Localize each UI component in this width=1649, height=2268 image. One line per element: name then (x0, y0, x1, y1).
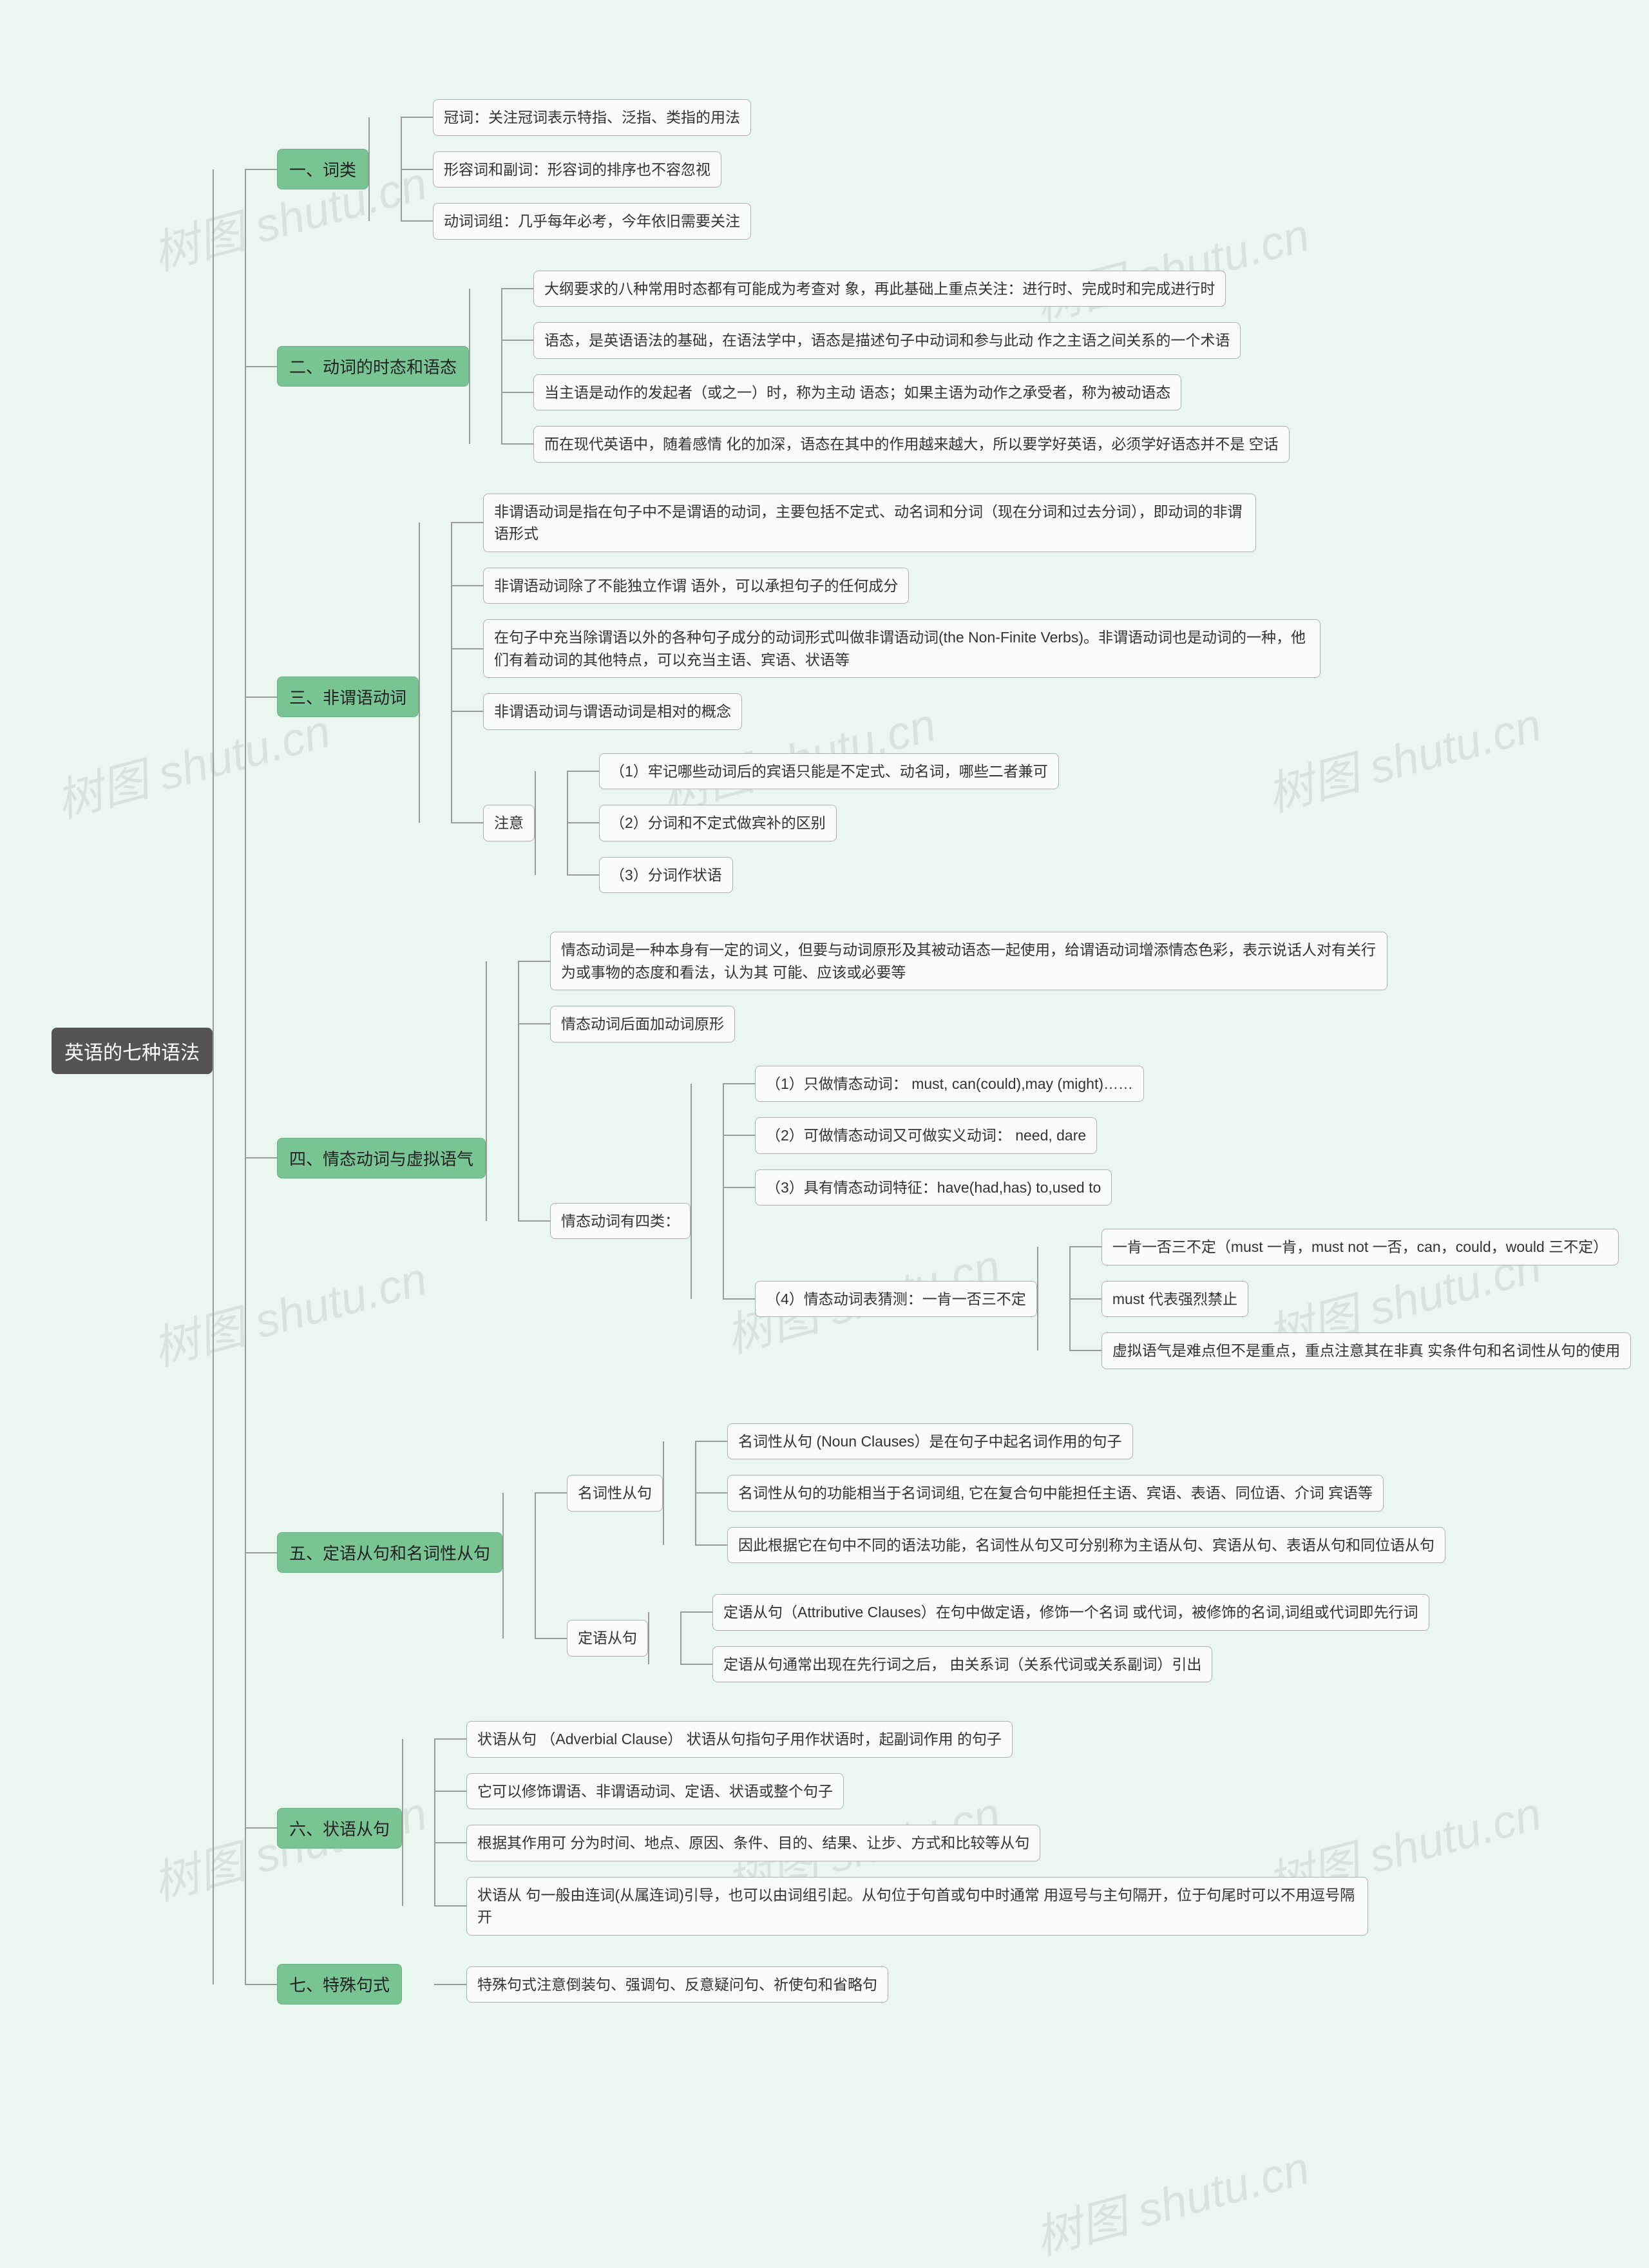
s4-cat4-0: 一肯一否三不定（must 一肯，must not 一否，can，could，wo… (1101, 1229, 1619, 1265)
s6-title: 六、状语从句 (277, 1808, 402, 1849)
s4-cat-1: （2）可做情态动词又可做实义动词： need, dare (755, 1117, 1097, 1154)
s4-cat-label: 情态动词有四类： (550, 1203, 691, 1240)
s2-item-2: 当主语是动作的发起者（或之一）时，称为主动 语态；如果主语为动作之承受者，称为被… (533, 374, 1181, 411)
s3-note-0: （1）牢记哪些动词后的宾语只能是不定式、动名词，哪些二者兼可 (599, 753, 1059, 790)
s4-item-0: 情态动词是一种本身有一定的词义，但要与动词原形及其被动语态一起使用，给谓语动词增… (550, 932, 1387, 990)
s4-cat4-2: 虚拟语气是难点但不是重点，重点注意其在非真 实条件句和名词性从句的使用 (1101, 1332, 1631, 1369)
s5-noun-0: 名词性从句 (Noun Clauses）是在句子中起名词作用的句子 (727, 1423, 1133, 1460)
section-3: 三、非谓语动词 非谓语动词是指在句子中不是谓语的动词，主要包括不定式、动名词和分… (245, 478, 1631, 917)
level1-list: 一、词类 冠词：关注冠词表示特指、泛指、类指的用法 形容词和副词：形容词的排序也… (213, 84, 1631, 2018)
s4-item-1: 情态动词后面加动词原形 (550, 1006, 735, 1043)
s5-attr-1: 定语从句通常出现在先行词之后， 由关系词（关系代词或关系副词）引出 (712, 1646, 1212, 1683)
s5-attr-label: 定语从句 (567, 1620, 648, 1657)
s5-noun-1: 名词性从句的功能相当于名词词组, 它在复合句中能担任主语、宾语、表语、同位语、介… (727, 1475, 1384, 1512)
s7-title: 七、特殊句式 (277, 1964, 402, 2004)
section-7: 七、特殊句式 特殊句式注意倒装句、强调句、反意疑问句、祈使句和省略句 (245, 1951, 1631, 2019)
s6-item-3: 状语从 句一般由连词(从属连词)引导，也可以由词组引起。从句位于句首或句中时通常… (466, 1877, 1368, 1936)
s6-item-2: 根据其作用可 分为时间、地点、原因、条件、目的、结果、让步、方式和比较等从句 (466, 1825, 1040, 1861)
s4-cat4-1: must 代表强烈禁止 (1101, 1281, 1248, 1318)
s2-item-3: 而在现代英语中，随着感情 化的加深，语态在其中的作用越来越大，所以要学好英语，必… (533, 426, 1290, 463)
s3-item-3: 非谓语动词与谓语动词是相对的概念 (483, 693, 742, 730)
s5-attr-0: 定语从句（Attributive Clauses）在句中做定语，修饰一个名词 或… (712, 1594, 1429, 1631)
s3-title: 三、非谓语动词 (277, 677, 419, 717)
s2-item-0: 大纲要求的八种常用时态都有可能成为考查对 象，再此基础上重点关注：进行时、完成时… (533, 271, 1226, 307)
s3-item-0: 非谓语动词是指在句子中不是谓语的动词，主要包括不定式、动名词和分词（现在分词和过… (483, 494, 1256, 552)
s3-item-1: 非谓语动词除了不能独立作谓 语外，可以承担句子的任何成分 (483, 568, 909, 604)
s2-item-1: 语态，是英语语法的基础，在语法学中，语态是描述句子中动词和参与此动 作之主语之间… (533, 322, 1241, 359)
s5-title: 五、定语从句和名词性从句 (277, 1532, 502, 1573)
watermark: 树图 shutu.cn (1027, 2129, 1316, 2267)
s2-title: 二、动词的时态和语态 (277, 346, 469, 387)
s3-item-2: 在句子中充当除谓语以外的各种句子成分的动词形式叫做非谓语动词(the Non-F… (483, 619, 1320, 678)
s1-item-1: 形容词和副词：形容词的排序也不容忽视 (433, 151, 721, 188)
mindmap-root-container: 英语的七种语法 一、词类 冠词：关注冠词表示特指、泛指、类指的用法 形容词和副词… (52, 84, 1631, 2018)
s3-note-2: （3）分词作状语 (599, 857, 733, 894)
s1-item-2: 动词词组：几乎每年必考，今年依旧需要关注 (433, 203, 751, 240)
section-1: 一、词类 冠词：关注冠词表示特指、泛指、类指的用法 形容词和副词：形容词的排序也… (245, 84, 1631, 255)
s4-cat4-label: （4）情态动词表猜测：一肯一否三不定 (755, 1281, 1037, 1318)
s4-cat-0: （1）只做情态动词： must, can(could),may (might)…… (755, 1066, 1144, 1102)
section-2: 二、动词的时态和语态 大纲要求的八种常用时态都有可能成为考查对 象，再此基础上重… (245, 255, 1631, 478)
s4-title: 四、情态动词与虚拟语气 (277, 1138, 486, 1178)
s3-note-1: （2）分词和不定式做宾补的区别 (599, 805, 837, 841)
section-6: 六、状语从句 状语从句 （Adverbial Clause） 状语从句指句子用作… (245, 1706, 1631, 1951)
s7-item-0: 特殊句式注意倒装句、强调句、反意疑问句、祈使句和省略句 (466, 1966, 888, 2003)
s5-noun-2: 因此根据它在句中不同的语法功能，名词性从句又可分别称为主语从句、宾语从句、表语从… (727, 1527, 1445, 1564)
s4-cat-2: （3）具有情态动词特征：have(had,has) to,used to (755, 1169, 1112, 1206)
s6-item-1: 它可以修饰谓语、非谓语动词、定语、状语或整个句子 (466, 1773, 844, 1810)
s6-item-0: 状语从句 （Adverbial Clause） 状语从句指句子用作状语时，起副词… (466, 1721, 1013, 1758)
section-5: 五、定语从句和名词性从句 名词性从句 名词性从句 (Noun Clauses）是… (245, 1400, 1631, 1706)
s1-title: 一、词类 (277, 149, 368, 189)
section-4: 四、情态动词与虚拟语气 情态动词是一种本身有一定的词义，但要与动词原形及其被动语… (245, 916, 1631, 1400)
root-node: 英语的七种语法 (52, 1028, 213, 1074)
s3-note-label: 注意 (483, 805, 535, 841)
s1-item-0: 冠词：关注冠词表示特指、泛指、类指的用法 (433, 99, 751, 136)
s5-noun-label: 名词性从句 (567, 1475, 663, 1512)
